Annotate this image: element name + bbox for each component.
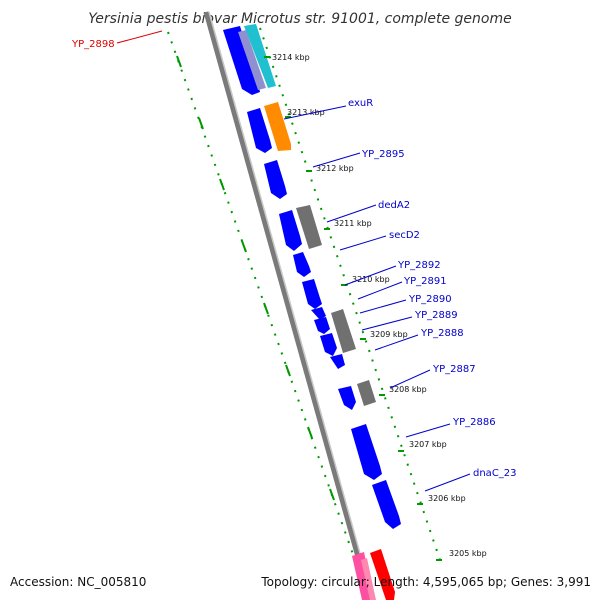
map-title: Yersinia pestis biovar Microtus str. 910… bbox=[88, 11, 511, 27]
cds-feature bbox=[314, 317, 330, 334]
ruler-label: 3205 kbp bbox=[449, 549, 487, 558]
cds-feature bbox=[302, 279, 322, 309]
forward-strand-features bbox=[223, 26, 401, 529]
accession-text: Accession: NC_005810 bbox=[10, 575, 146, 589]
cds-feature bbox=[338, 386, 356, 410]
cds-feature bbox=[247, 108, 272, 153]
gene-label: YP_2895 bbox=[361, 149, 405, 160]
gene-label: YP_2892 bbox=[397, 260, 441, 271]
inner-tick-arc bbox=[259, 27, 441, 561]
ruler-label: 3213 kbp bbox=[287, 108, 325, 117]
cds-feature bbox=[372, 480, 401, 529]
gene-label: YP_2898 bbox=[71, 39, 115, 50]
outer-major-ticks bbox=[176, 55, 335, 501]
genome-backbone bbox=[203, 11, 373, 600]
ruler-label: 3209 kbp bbox=[370, 330, 408, 339]
ruler-label: 3211 kbp bbox=[334, 219, 372, 228]
cds-feature bbox=[311, 307, 326, 320]
gene-label: YP_2890 bbox=[408, 294, 452, 305]
genome-summary-text: Topology: circular; Length: 4,595,065 bp… bbox=[260, 575, 591, 589]
outer-tick-arc bbox=[167, 31, 356, 561]
ruler-label: 3212 kbp bbox=[316, 164, 354, 173]
cds-feature bbox=[264, 160, 287, 199]
cds-feature bbox=[238, 30, 266, 90]
grey-features bbox=[296, 205, 376, 406]
gene-label: YP_2886 bbox=[452, 417, 496, 428]
gene-label: exuR bbox=[348, 98, 373, 109]
ruler-label: 3206 kbp bbox=[428, 494, 466, 503]
cds-feature bbox=[293, 252, 311, 277]
genome-backbone-highlight bbox=[208, 11, 374, 600]
ruler-label: 3210 kbp bbox=[352, 275, 390, 284]
ruler-ticks bbox=[264, 56, 442, 561]
rna-feature bbox=[370, 549, 395, 600]
gene-label: YP_2888 bbox=[420, 328, 464, 339]
ruler-label: 3214 kbp bbox=[272, 53, 310, 62]
rna-feature bbox=[361, 558, 376, 600]
cds-feature bbox=[244, 24, 276, 88]
cds-feature bbox=[330, 354, 345, 369]
gene-label-leader-red bbox=[116, 30, 163, 44]
gene-label: dedA2 bbox=[378, 200, 410, 211]
gene-label-leaders bbox=[283, 105, 471, 492]
gene-label: YP_2887 bbox=[432, 364, 476, 375]
ruler-label: 3207 kbp bbox=[409, 440, 447, 449]
gene-label: YP_2891 bbox=[403, 276, 447, 287]
cds-feature bbox=[279, 210, 302, 251]
gene-label: dnaC_23 bbox=[473, 468, 517, 479]
cds-feature bbox=[223, 26, 260, 95]
gene-label: secD2 bbox=[389, 230, 420, 241]
cds-feature bbox=[264, 102, 291, 151]
ruler-label: 3208 kbp bbox=[389, 385, 427, 394]
gene-label: YP_2889 bbox=[414, 310, 458, 321]
cds-feature bbox=[351, 424, 382, 480]
cds-feature bbox=[320, 333, 337, 356]
